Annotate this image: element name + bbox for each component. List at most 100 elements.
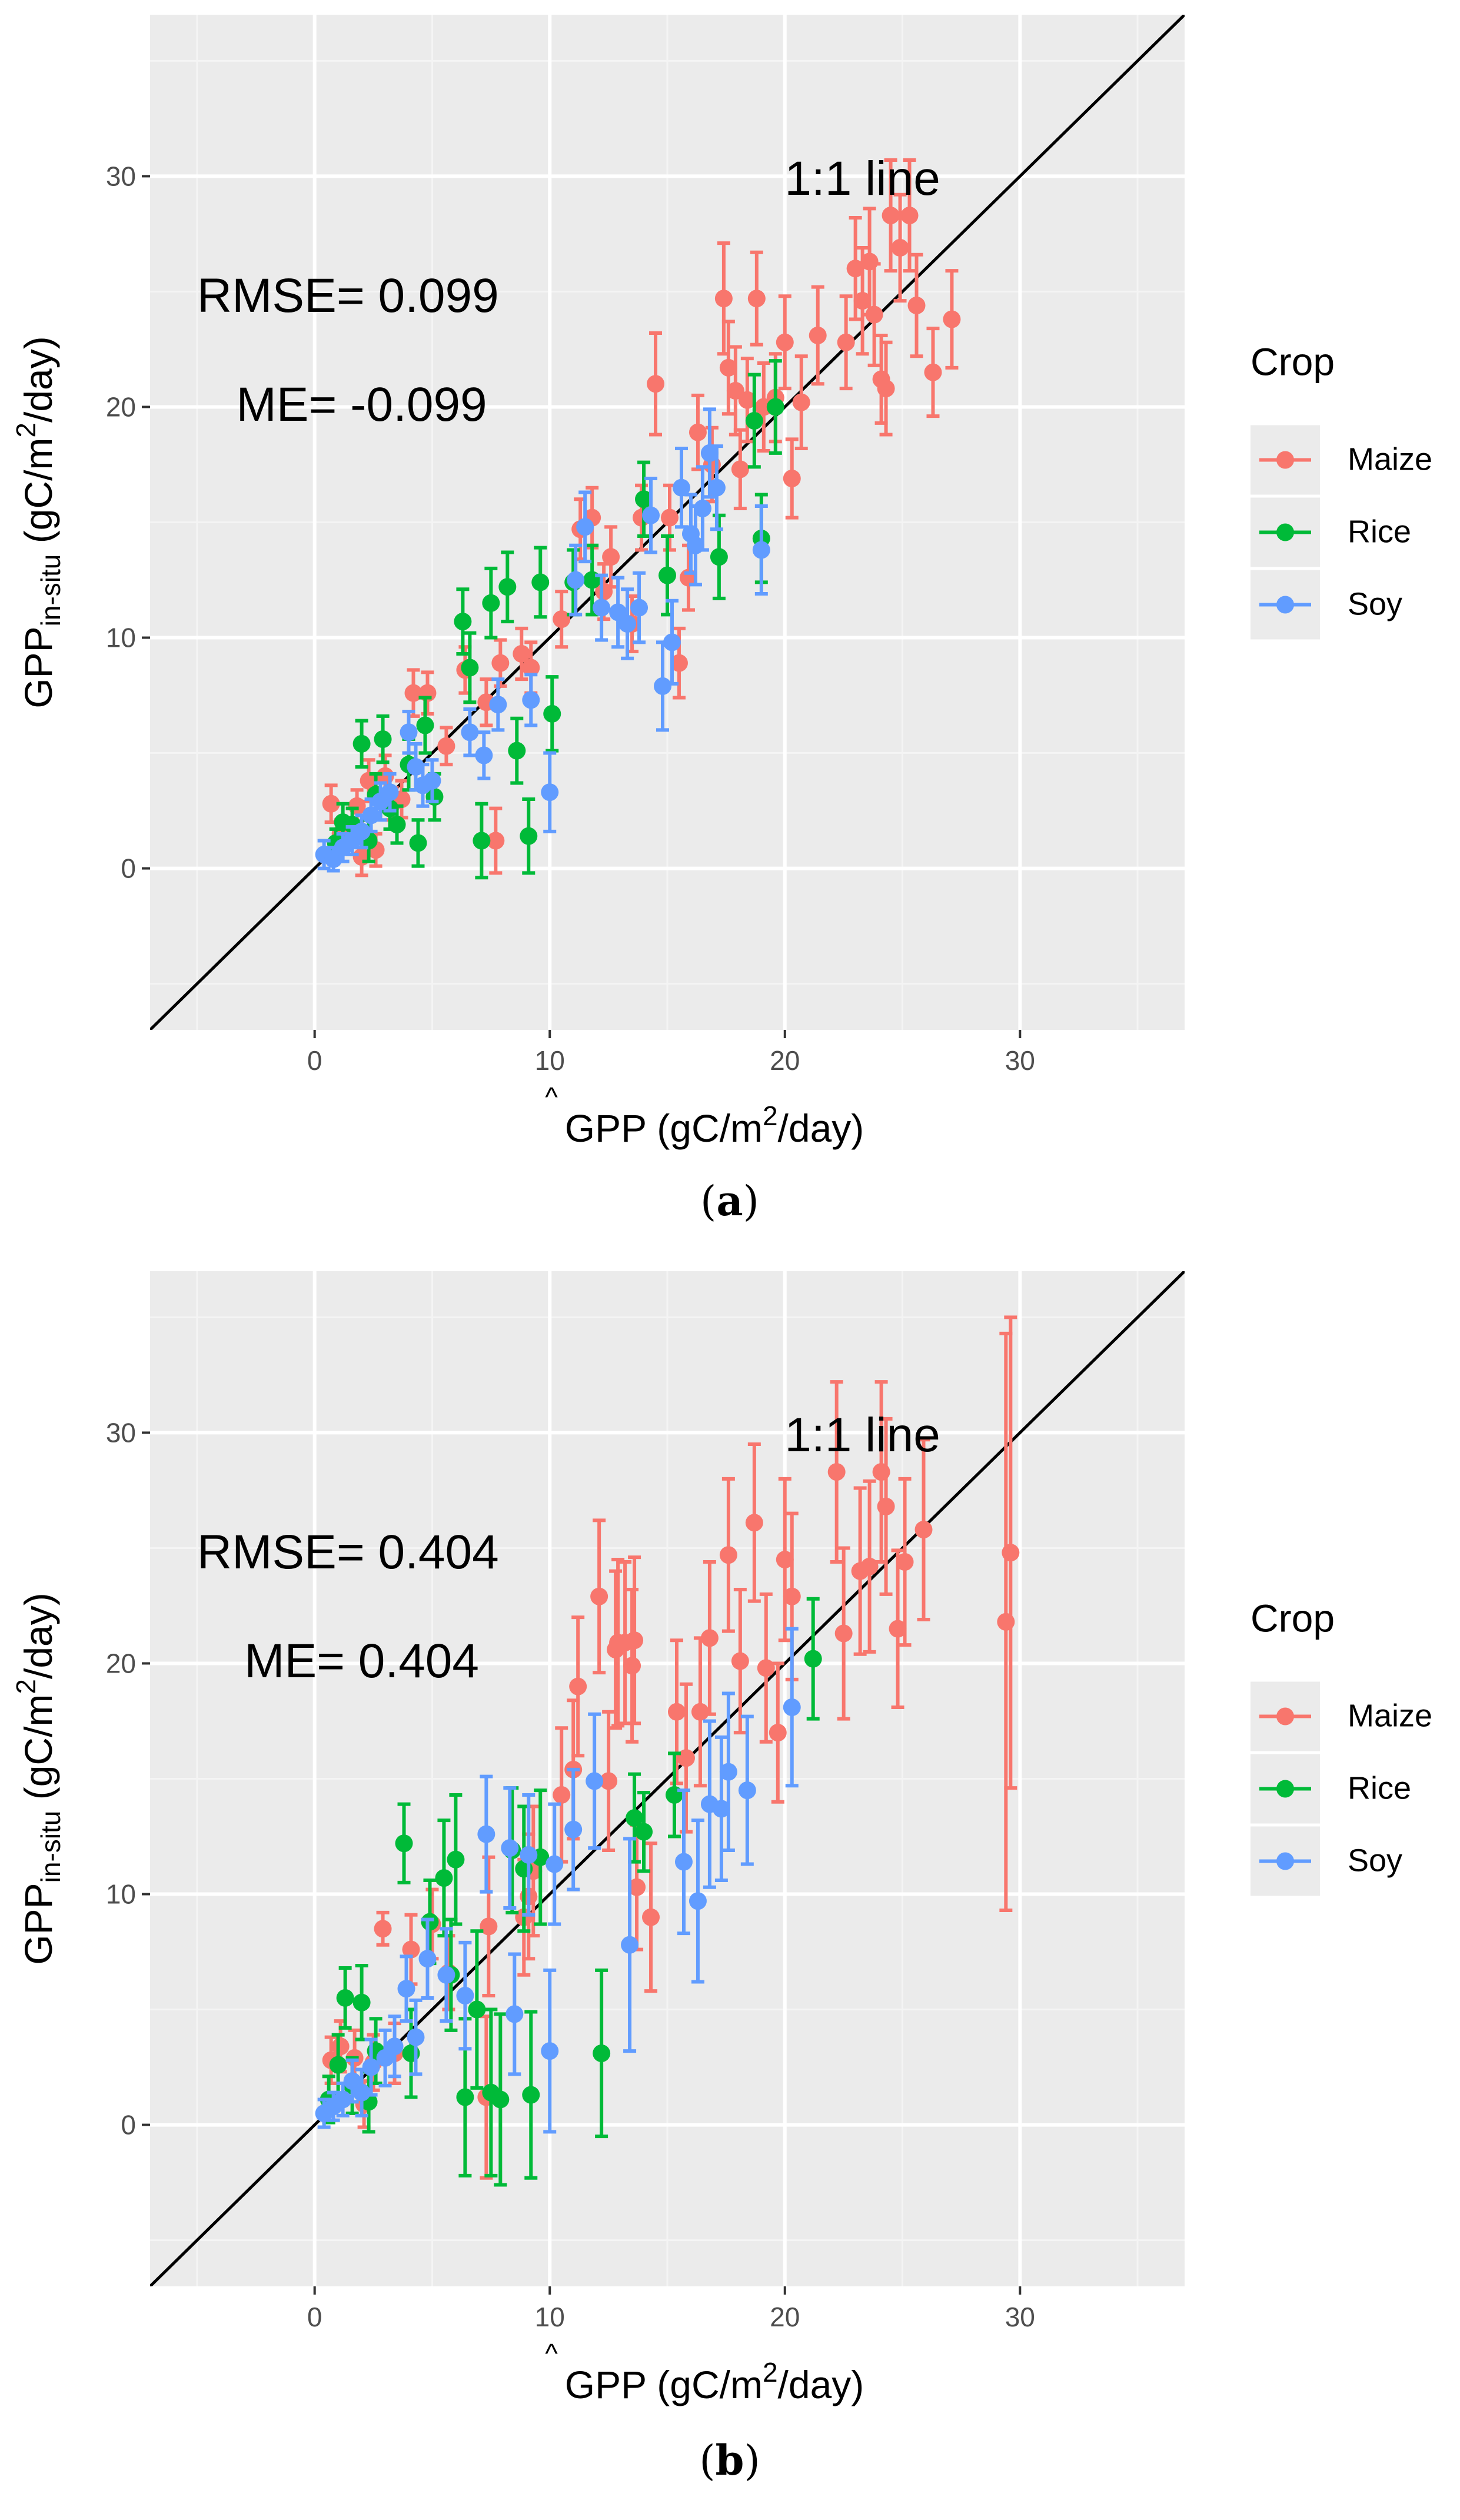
chart-b-point-soy (505, 2005, 524, 2023)
chart-a-point-maize (891, 238, 909, 257)
chart-a-point-rice (416, 716, 434, 734)
chart-a-point-maize (513, 644, 531, 663)
chart-b-point-maize (860, 1557, 879, 1575)
y-title-part: (gC/m (16, 1694, 60, 1811)
x-title-sup: 2 (763, 1101, 778, 1131)
chart-a-point-rice (352, 734, 371, 753)
chart-a-point-soy (707, 478, 726, 497)
chart-b-point-rice (447, 1850, 465, 1869)
x-title-part: /day) (778, 2363, 864, 2406)
chart-b-point-maize (642, 1908, 660, 1926)
chart-b-series-maize (322, 1315, 1020, 2180)
chart-b-point-soy (385, 2037, 404, 2056)
chart-a-point-maize (877, 380, 895, 398)
chart-b-legend-key-point (1276, 1852, 1294, 1870)
chart-b-y-axis-title: GPPin-situ (gC/m2/day) (11, 1593, 66, 1964)
chart-b-point-maize (745, 1514, 763, 1532)
chart-a-y-tick-label: 0 (121, 853, 136, 884)
y-title-sup: 2 (11, 423, 41, 438)
chart-b-one-to-one-label: 1:1 line (784, 1408, 940, 1462)
chart-a-point-soy (654, 677, 672, 695)
chart-b-point-soy (689, 1892, 707, 1910)
chart-a-grid (150, 15, 1185, 1030)
x-title-sup: 2 (763, 2357, 778, 2388)
chart-a-point-soy (672, 478, 690, 497)
chart-b-legend-label-soy: Soy (1348, 1843, 1402, 1879)
chart-b-point-maize (626, 1631, 644, 1650)
chart-a-point-soy (700, 444, 719, 462)
chart-b-legend-title: Crop (1251, 1597, 1335, 1640)
chart-a-point-soy (642, 506, 660, 524)
chart-b-point-maize (731, 1652, 749, 1670)
chart-b-point-maize (769, 1724, 787, 1742)
chart-b-point-maize (600, 1772, 618, 1790)
chart-a-point-soy (352, 822, 371, 840)
chart-b-point-maize (331, 2037, 350, 2056)
caption-paren: ( (699, 2436, 715, 2485)
chart-a-point-maize (522, 659, 540, 677)
chart-a-point-maize (719, 358, 737, 377)
chart-a-point-maize (900, 207, 919, 225)
chart-b-point-maize (402, 1940, 420, 1959)
chart-b-x-axis-title-hat: ^ (545, 2338, 558, 2369)
chart-b-point-soy (334, 2090, 352, 2109)
y-title-part: (gC/m (16, 438, 60, 554)
chart-a-point-rice (745, 412, 763, 430)
chart-a: 0 10 20 30 0 10 20 30 1:1 line RMSE= 0.099 ME= -0.… (11, 15, 1432, 1225)
chart-a-point-rice (766, 398, 784, 416)
chart-a-legend-label-rice: Rice (1348, 514, 1411, 550)
chart-a-point-maize (860, 252, 879, 271)
chart-a-point-maize (647, 375, 665, 393)
chart-a-legend-key-point (1276, 596, 1294, 614)
x-title-part: P (gC/m (621, 1106, 763, 1150)
chart-a-point-soy (407, 758, 425, 776)
chart-a-point-soy (400, 723, 418, 742)
chart-a-point-rice (473, 832, 491, 850)
chart-a-point-soy (541, 783, 559, 802)
chart-a-legend-title: Crop (1251, 340, 1335, 384)
chart-a-point-soy (693, 499, 711, 517)
chart-b-point-maize (877, 1497, 895, 1515)
chart-a-caption: (a) (700, 1176, 759, 1225)
chart-a-point-soy (593, 599, 611, 617)
chart-a-legend-key-point (1276, 523, 1294, 541)
x-title-part: P (595, 1106, 621, 1150)
chart-b-point-soy (520, 1846, 538, 1864)
chart-a-point-soy (686, 536, 704, 554)
chart-b-legend-key-point (1276, 1780, 1294, 1798)
chart-b-point-soy (783, 1698, 801, 1716)
chart-b-point-maize (609, 1634, 627, 1652)
y-title-part: GPP (16, 626, 60, 708)
chart-b-x-tick-label: 10 (535, 2302, 565, 2332)
y-title-sub: in-situ (35, 554, 66, 627)
chart-b-x-tick-label: 0 (307, 2302, 322, 2332)
chart-a-point-maize (437, 737, 455, 755)
chart-a-point-maize (943, 310, 961, 328)
chart-b-point-maize (1002, 1544, 1020, 1562)
y-title-sup: 2 (11, 1679, 41, 1694)
chart-b-point-maize (783, 1587, 801, 1605)
chart-b-point-soy (477, 1825, 495, 1843)
chart-a-point-maize (487, 832, 505, 850)
chart-a-me-annotation: ME= -0.099 (236, 378, 487, 431)
chart-b-point-soy (674, 1853, 693, 1871)
chart-b-legend-key-point (1276, 1707, 1294, 1726)
chart-b-point-maize (914, 1521, 933, 1539)
chart-a-point-soy (461, 723, 479, 742)
chart-a-y-tick-label: 20 (106, 391, 136, 422)
chart-b-point-maize (691, 1703, 709, 1721)
caption-letter: b (716, 2436, 744, 2485)
chart-a-point-rice (543, 704, 561, 723)
chart-a-point-maize (689, 423, 707, 441)
chart-b-point-soy (621, 1936, 639, 1954)
y-title-part: GPP (16, 1883, 60, 1964)
chart-a-point-maize (670, 654, 688, 672)
chart-a-point-maize (322, 794, 340, 813)
chart-b-point-maize (896, 1552, 914, 1571)
chart-a-point-soy (489, 696, 507, 714)
chart-a-point-maize (865, 305, 883, 324)
chart-a-point-rice (635, 490, 653, 508)
chart-b-point-soy (456, 1987, 474, 2005)
chart-b-point-soy (738, 1781, 756, 1800)
